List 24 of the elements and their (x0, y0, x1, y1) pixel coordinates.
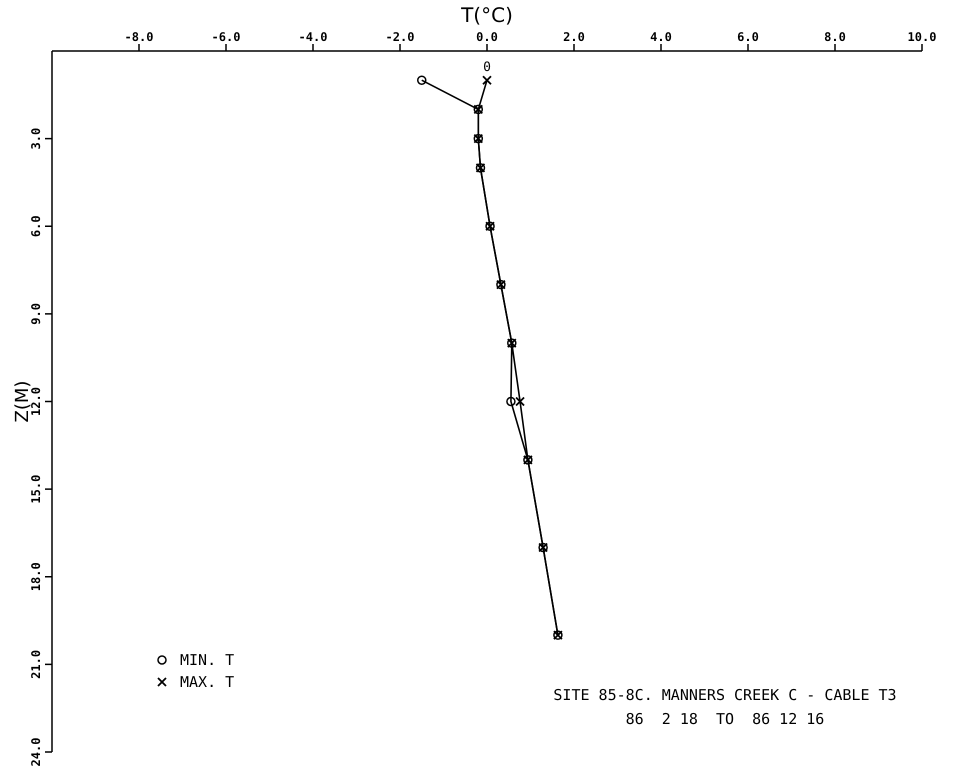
y-tick-label: 18.0 (29, 562, 43, 592)
x-tick-label: -6.0 (212, 30, 240, 44)
x-tick-label: 10.0 (908, 30, 936, 44)
y-tick-label: 6.0 (29, 215, 43, 238)
x-tick-label: -4.0 (298, 30, 328, 44)
x-tick-label: 4.0 (650, 30, 672, 44)
y-tick-label: 12.0 (29, 387, 43, 416)
y-tick-label: 15.0 (29, 474, 43, 504)
legend-label: MAX. T (180, 673, 234, 691)
legend-label: MIN. T (180, 651, 234, 669)
x-tick-label: -2.0 (386, 30, 414, 44)
x-tick-label: 8.0 (824, 30, 846, 44)
x-tick-label: 2.0 (563, 30, 585, 44)
annotation: SITE 85-8C. MANNERS CREEK C - CABLE T3 (553, 686, 897, 704)
x-axis-title: T(°C) (460, 3, 513, 27)
y-tick-label: 24.0 (29, 738, 43, 766)
y-tick-label: 3.0 (29, 128, 43, 150)
x-tick-label: 6.0 (737, 30, 759, 44)
annotation: 0 (483, 60, 491, 75)
annotation: 86 2 18 TO 86 12 16 (626, 710, 824, 728)
x-tick-label: 0.0 (476, 30, 498, 44)
y-tick-label: 9.0 (29, 303, 43, 325)
y-tick-label: 21.0 (29, 650, 43, 679)
x-tick-label: -8.0 (124, 30, 154, 44)
